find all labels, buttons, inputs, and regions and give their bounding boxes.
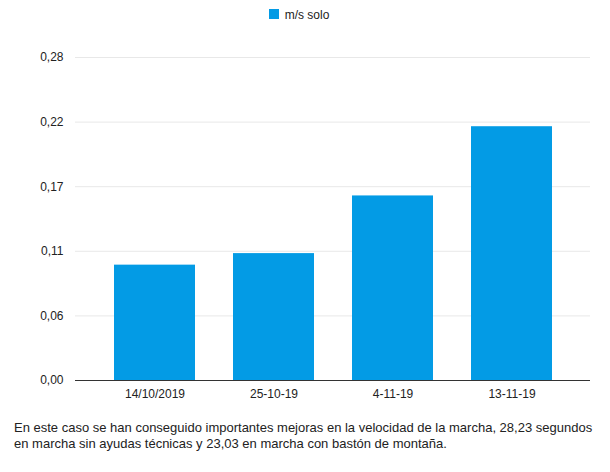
svg-text:0,11: 0,11 [41, 244, 64, 258]
svg-text:13-11-19: 13-11-19 [488, 387, 535, 401]
svg-text:0,06: 0,06 [40, 309, 64, 323]
html-text:En este caso se han conseguido: En este caso se han conseguido important… [14, 420, 593, 451]
html-text:m/s solo: m/s solo [284, 8, 330, 22]
svg-text:0,22: 0,22 [40, 115, 64, 129]
svg-text:4-11-19: 4-11-19 [373, 387, 414, 401]
svg-text:0,17: 0,17 [40, 180, 64, 194]
svg-text:14/10/2019: 14/10/2019 [125, 387, 185, 401]
svg-text:25-10-19: 25-10-19 [250, 387, 298, 401]
svg-text:0,28: 0,28 [40, 50, 64, 64]
svg-text:0,00: 0,00 [40, 373, 64, 387]
